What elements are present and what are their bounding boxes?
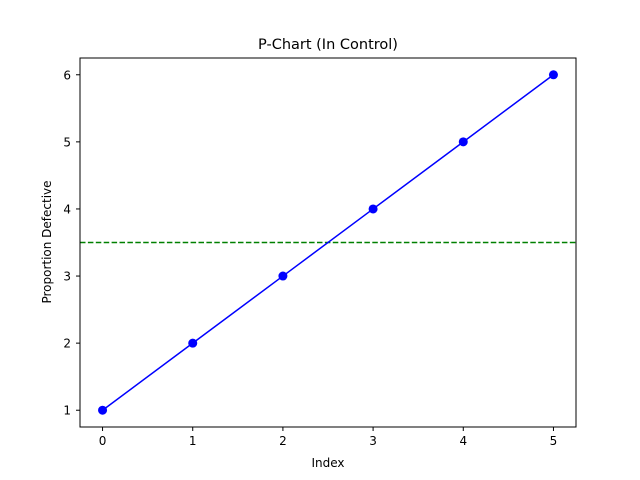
data-point bbox=[98, 405, 108, 415]
y-tick-label: 3 bbox=[63, 270, 71, 284]
y-tick-label: 1 bbox=[63, 404, 71, 418]
data-point bbox=[548, 70, 558, 80]
data-point bbox=[368, 204, 378, 214]
x-axis-title: Index bbox=[311, 456, 344, 470]
x-tick-label: 4 bbox=[459, 434, 467, 448]
x-tick-label: 2 bbox=[279, 434, 287, 448]
data-point bbox=[458, 137, 468, 147]
chart-title: P-Chart (In Control) bbox=[258, 37, 398, 53]
axes-frame bbox=[79, 57, 577, 428]
y-tick-label: 4 bbox=[63, 202, 71, 216]
y-tick-label: 5 bbox=[63, 135, 71, 149]
x-tick-label: 0 bbox=[99, 434, 107, 448]
x-tick-label: 3 bbox=[369, 434, 377, 448]
series-line bbox=[102, 74, 554, 411]
plot-area: 0 1 2 3 4 5 1 2 3 4 5 6 bbox=[63, 57, 577, 448]
data-point bbox=[278, 271, 288, 281]
y-axis-title: Proportion Defective bbox=[40, 180, 54, 303]
data-point bbox=[188, 338, 198, 348]
x-tick-label: 5 bbox=[550, 434, 558, 448]
x-tick-label: 1 bbox=[189, 434, 197, 448]
y-tick-label: 6 bbox=[63, 68, 71, 82]
y-tick-label: 2 bbox=[63, 337, 71, 351]
